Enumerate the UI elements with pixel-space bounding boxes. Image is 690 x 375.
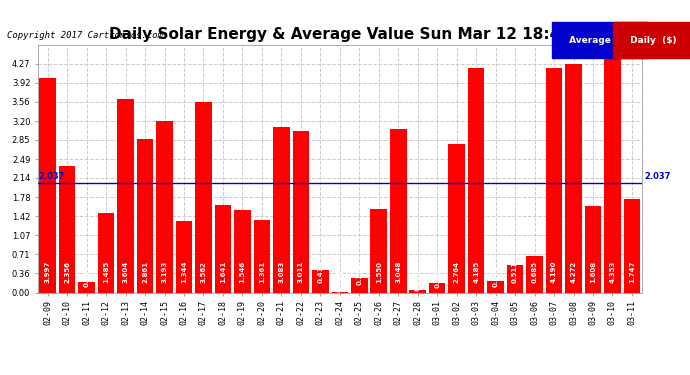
Text: 3.997: 3.997	[45, 261, 50, 283]
Bar	[546, 68, 562, 292]
Text: 3.193: 3.193	[161, 261, 168, 283]
Text: 2.861: 2.861	[142, 261, 148, 283]
Text: 0.274: 0.274	[356, 263, 362, 285]
Text: 0.414: 0.414	[317, 260, 324, 283]
Bar	[156, 122, 172, 292]
Bar	[604, 59, 621, 292]
Text: 4.190: 4.190	[551, 261, 557, 283]
Bar	[371, 210, 387, 292]
Bar	[487, 281, 504, 292]
Bar	[195, 102, 212, 292]
Text: Daily  (\$): Daily (\$)	[627, 36, 679, 45]
Bar	[215, 205, 231, 292]
Bar	[448, 144, 465, 292]
Text: 0.044: 0.044	[415, 269, 421, 291]
Text: 2.356: 2.356	[64, 261, 70, 283]
Bar	[624, 199, 640, 292]
Text: 3.083: 3.083	[278, 261, 284, 283]
Text: 1.641: 1.641	[220, 261, 226, 283]
Text: 3.604: 3.604	[123, 261, 128, 283]
Bar	[429, 282, 446, 292]
Text: 1.747: 1.747	[629, 261, 635, 283]
Bar	[584, 206, 601, 292]
Text: 0.208: 0.208	[493, 265, 499, 287]
Text: 2.037: 2.037	[38, 172, 64, 181]
Bar	[137, 139, 153, 292]
Bar	[176, 220, 193, 292]
Text: Average  (\$): Average (\$)	[566, 36, 635, 45]
Bar	[79, 282, 95, 292]
Text: 4.185: 4.185	[473, 261, 479, 283]
Text: 1.344: 1.344	[181, 260, 187, 283]
Bar	[254, 220, 270, 292]
Bar	[39, 78, 56, 292]
Bar	[293, 131, 309, 292]
Text: 1.485: 1.485	[103, 261, 109, 283]
Text: Copyright 2017 Cartronics.com: Copyright 2017 Cartronics.com	[7, 30, 163, 39]
Text: 4.353: 4.353	[609, 261, 615, 283]
Text: 0.685: 0.685	[531, 261, 538, 283]
Bar	[234, 210, 250, 292]
Bar	[507, 265, 524, 292]
Text: 0.186: 0.186	[434, 266, 440, 288]
Text: 4.272: 4.272	[571, 261, 577, 283]
Bar	[351, 278, 368, 292]
Bar	[565, 64, 582, 292]
Text: 3.562: 3.562	[201, 261, 206, 283]
Text: 0.511: 0.511	[512, 261, 518, 283]
Text: 1.546: 1.546	[239, 261, 246, 283]
Title: Daily Solar Energy & Average Value Sun Mar 12 18:48: Daily Solar Energy & Average Value Sun M…	[109, 27, 571, 42]
Text: 3.011: 3.011	[298, 261, 304, 283]
Text: 1.608: 1.608	[590, 261, 596, 283]
Bar	[98, 213, 115, 292]
Bar	[273, 128, 290, 292]
Text: 0.011: 0.011	[337, 270, 343, 292]
Bar	[59, 166, 75, 292]
Text: 1.550: 1.550	[376, 261, 382, 283]
Text: 2.764: 2.764	[454, 261, 460, 283]
Bar	[468, 68, 484, 292]
Bar	[312, 270, 328, 292]
Bar	[526, 256, 543, 292]
Bar	[117, 99, 134, 292]
Bar	[390, 129, 406, 292]
Text: 3.048: 3.048	[395, 261, 402, 283]
Text: 1.361: 1.361	[259, 261, 265, 283]
Text: 2.037: 2.037	[644, 172, 671, 181]
Bar	[409, 290, 426, 292]
Text: 0.187: 0.187	[83, 265, 90, 288]
